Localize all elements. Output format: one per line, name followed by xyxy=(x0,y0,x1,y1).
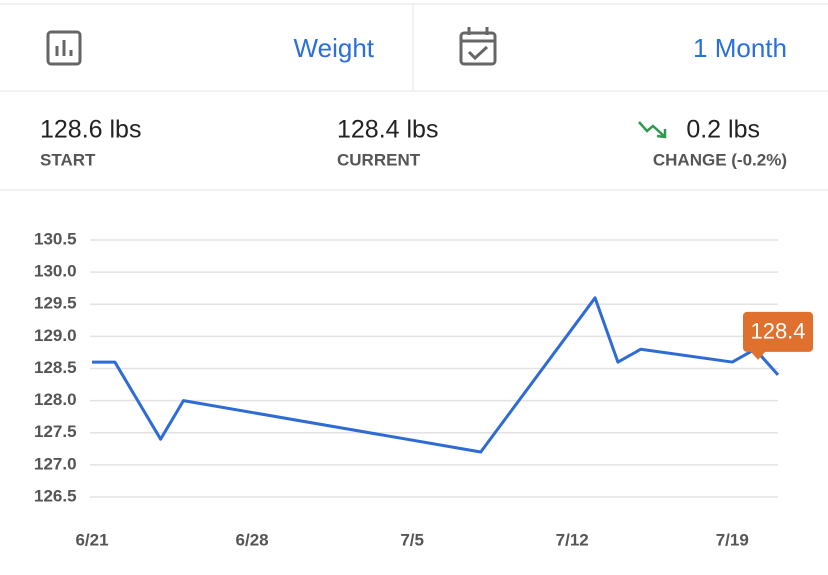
range-selector[interactable]: 1 Month xyxy=(693,33,787,63)
y-tick-label: 130.0 xyxy=(34,262,77,281)
change-value: 0.2 lbs xyxy=(686,116,760,144)
x-tick-label: 6/28 xyxy=(236,530,269,549)
current-label: CURRENT xyxy=(337,150,421,169)
change-label: CHANGE (-0.2%) xyxy=(653,150,787,169)
trend-down-icon xyxy=(638,121,667,139)
data-line xyxy=(92,296,780,454)
tooltip: 128.4 xyxy=(743,311,813,360)
calendar-icon[interactable] xyxy=(459,27,497,66)
tooltip-box xyxy=(743,311,813,352)
current-value: 128.4 lbs xyxy=(337,116,438,144)
y-tick-label: 128.5 xyxy=(34,358,77,377)
x-tick-label: 6/21 xyxy=(75,530,108,549)
metric-selector[interactable]: Weight xyxy=(294,33,375,63)
x-tick-label: 7/19 xyxy=(716,530,749,549)
x-tick-label: 7/12 xyxy=(556,530,589,549)
start-label: START xyxy=(40,150,96,169)
y-tick-label: 126.5 xyxy=(34,486,77,505)
tooltip-value: 128.4 xyxy=(750,319,805,344)
y-tick-label: 127.0 xyxy=(34,454,77,473)
y-tick-label: 128.0 xyxy=(34,390,77,409)
x-tick-label: 7/5 xyxy=(400,530,424,549)
chart: 126.5 127.0 127.5 128.0 128.5 129.0 129.5 130.0… xyxy=(34,229,813,549)
chart-icon[interactable] xyxy=(46,30,82,66)
y-tick-label: 130.5 xyxy=(34,229,77,248)
y-tick-label: 129.0 xyxy=(34,326,77,345)
start-value: 128.6 lbs xyxy=(40,116,141,144)
tooltip-pointer xyxy=(750,350,766,360)
y-tick-label: 127.5 xyxy=(34,422,77,441)
y-tick-label: 129.5 xyxy=(34,294,77,313)
